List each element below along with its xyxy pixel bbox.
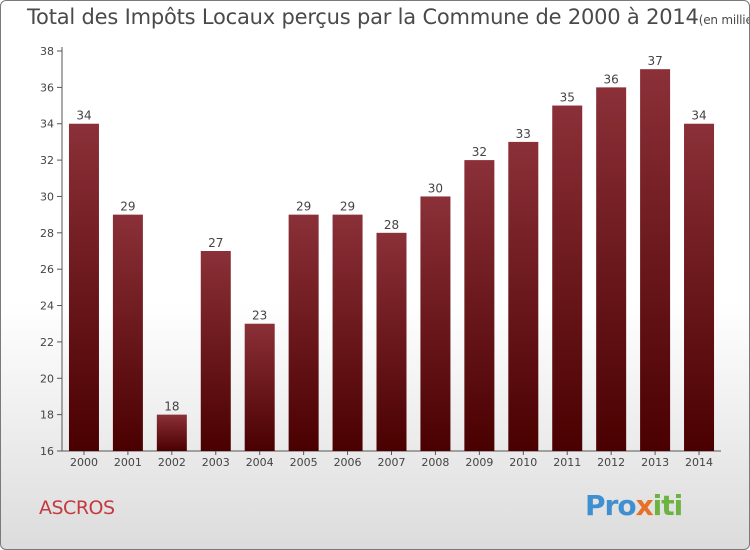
bar-2008	[420, 196, 451, 451]
y-tick-label: 32	[40, 154, 54, 167]
bars: 34 29 18 27 23 29 29 28 30 32 33 35 36 37 34	[68, 54, 715, 452]
bar-2014	[684, 123, 715, 452]
y-axis: 16 18 20 22 24 26 28 30 32 34 36 38	[40, 45, 63, 458]
x-tick-label-2003: 2003	[202, 456, 230, 469]
bar-2011	[552, 105, 583, 451]
data-label-2005: 29	[296, 200, 311, 214]
x-tick-label-2001: 2001	[114, 456, 142, 469]
x-tick-label-2006: 2006	[334, 456, 362, 469]
data-label-2013: 37	[647, 54, 662, 68]
y-tick-label: 34	[40, 118, 54, 131]
y-tick-label: 36	[40, 81, 54, 94]
bar-2009	[464, 160, 495, 451]
data-label-2012: 36	[604, 72, 619, 86]
chart-title: Total des Impôts Locaux perçus par la Co…	[27, 5, 749, 29]
y-tick-label: 24	[40, 300, 54, 313]
y-tick-label: 16	[40, 445, 54, 458]
y-tick-label: 22	[40, 336, 54, 349]
data-label-2004: 23	[252, 309, 267, 323]
bar-2003	[200, 251, 231, 451]
x-tick-label-2004: 2004	[246, 456, 274, 469]
bar-2002	[156, 414, 187, 451]
data-label-2011: 35	[560, 91, 575, 105]
data-label-2003: 27	[208, 236, 223, 250]
data-label-2009: 32	[472, 145, 487, 159]
data-label-2010: 33	[516, 127, 531, 141]
x-tick-label-2005: 2005	[290, 456, 318, 469]
y-tick-label: 18	[40, 409, 54, 422]
data-label-2000: 34	[76, 109, 91, 123]
y-tick-label: 20	[40, 372, 54, 385]
proxiti-logo: Proxiti	[585, 489, 684, 522]
x-tick-label-2000: 2000	[70, 456, 98, 469]
y-tick-label: 30	[40, 190, 54, 203]
commune-name: ASCROS	[39, 497, 115, 519]
x-tick-label-2010: 2010	[509, 456, 537, 469]
bar-2004	[244, 323, 275, 451]
chart-unit: (en milliers d'€)	[698, 13, 749, 27]
data-label-2001: 29	[120, 200, 135, 214]
y-tick-label: 38	[40, 45, 54, 58]
data-label-2014: 34	[691, 109, 706, 123]
bar-2006	[332, 214, 363, 451]
bar-2010	[508, 141, 539, 451]
x-axis: 2000 2001 2002 2003 2004 2005 2006 2007 2008 2009…	[62, 450, 721, 469]
x-tick-label-2002: 2002	[158, 456, 186, 469]
bar-2013	[640, 69, 671, 451]
logo-part-1: Pro	[585, 489, 637, 522]
x-tick-label-2009: 2009	[465, 456, 493, 469]
x-tick-label-2012: 2012	[597, 456, 625, 469]
x-tick-label-2014: 2014	[685, 456, 713, 469]
data-label-2008: 30	[428, 181, 443, 195]
bar-2012	[596, 87, 627, 451]
x-tick-label-2011: 2011	[553, 456, 581, 469]
y-tick-label: 28	[40, 227, 54, 240]
logo-part-3: iti	[652, 489, 684, 522]
data-label-2006: 29	[340, 200, 355, 214]
y-tick-label: 26	[40, 263, 54, 276]
bar-2005	[288, 214, 319, 451]
bar-2007	[376, 232, 407, 451]
data-label-2007: 28	[384, 218, 399, 232]
x-tick-label-2008: 2008	[421, 456, 449, 469]
x-tick-label-2007: 2007	[378, 456, 406, 469]
bar-2001	[112, 214, 143, 451]
x-tick-label-2013: 2013	[641, 456, 669, 469]
logo-part-2: x	[635, 489, 654, 522]
chart-title-text: Total des Impôts Locaux perçus par la Co…	[27, 5, 699, 29]
data-label-2002: 18	[164, 400, 179, 414]
bar-2000	[68, 123, 99, 452]
